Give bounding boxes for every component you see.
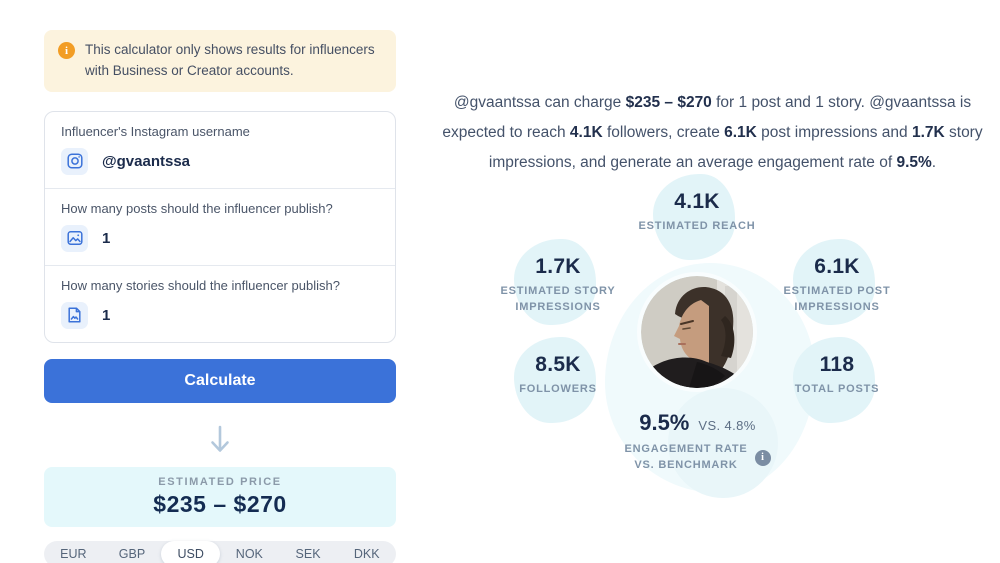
username-field-row: Influencer's Instagram username @gvaants… xyxy=(45,112,395,188)
stat-blob xyxy=(514,239,596,325)
posts-count-value: 1 xyxy=(102,229,111,247)
engagement-rate-value: 9.5% xyxy=(639,410,690,435)
posts-field-label: How many posts should the influencer pub… xyxy=(61,200,333,216)
stat-value: 8.5K xyxy=(535,353,581,376)
engagement-label-line2: VS. BENCHMARK xyxy=(634,458,738,471)
stat-label: TOTAL POSTS xyxy=(794,383,880,395)
estimated-price-box: ESTIMATED PRICE $235 – $270 xyxy=(44,466,396,527)
stories-count-value: 1 xyxy=(102,306,111,324)
business-account-notice: i This calculator only shows results for… xyxy=(44,30,396,92)
engagement-label: ENGAGEMENT RATE VS. BENCHMARK xyxy=(624,442,747,474)
engagement-label-line1: ENGAGEMENT RATE xyxy=(624,443,748,455)
currency-option-nok[interactable]: NOK xyxy=(235,546,263,561)
engagement-label-row: ENGAGEMENT RATE VS. BENCHMARK i xyxy=(624,442,771,474)
stat-estimated-story-impressions: 1.7K ESTIMATED STORY IMPRESSIONS xyxy=(478,239,638,325)
engagement-info-icon[interactable]: i xyxy=(754,449,771,466)
stat-value: 6.1K xyxy=(814,255,860,278)
calculate-button[interactable]: Calculate xyxy=(44,358,396,403)
stat-blob xyxy=(793,337,875,423)
username-value: @gvaantssa xyxy=(102,152,191,170)
stat-followers: 8.5K FOLLOWERS xyxy=(478,337,638,423)
results-panel: @gvaantssa can charge $235 – $270 for 1 … xyxy=(430,88,995,528)
stat-label: ESTIMATED POST IMPRESSIONS xyxy=(783,285,891,313)
stories-field-row: How many stories should the influencer p… xyxy=(45,264,395,342)
instagram-icon xyxy=(61,147,88,175)
estimated-price-label: ESTIMATED PRICE xyxy=(158,475,282,488)
stat-value: 1.7K xyxy=(535,255,581,278)
stories-field-label: How many stories should the influencer p… xyxy=(61,277,340,293)
stat-blob xyxy=(667,388,778,498)
currency-selector: EUR GBP USD NOK SEK DKK xyxy=(44,540,396,563)
stat-engagement-rate: 9.5% VS. 4.8% ENGAGEMENT RATE VS. BENCHM… xyxy=(590,388,805,498)
calculator-form: Influencer's Instagram username @gvaants… xyxy=(44,110,396,343)
stat-blob xyxy=(514,337,596,423)
currency-option-gbp[interactable]: GBP xyxy=(118,546,146,561)
posts-field-row: How many posts should the influencer pub… xyxy=(45,187,395,265)
influencer-profile-photo xyxy=(641,276,753,388)
stories-count-input[interactable]: 1 xyxy=(61,301,379,329)
results-summary: @gvaantssa can charge $235 – $270 for 1 … xyxy=(442,94,983,172)
results-arrow xyxy=(44,421,396,459)
currency-option-sek[interactable]: SEK xyxy=(295,546,321,561)
estimated-price-value: $235 – $270 xyxy=(153,490,287,517)
stat-blob xyxy=(793,239,875,325)
currency-option-usd[interactable]: USD xyxy=(161,540,221,563)
engagement-value-row: 9.5% VS. 4.8% xyxy=(590,410,805,436)
stat-value: 118 xyxy=(819,353,855,376)
currency-option-eur[interactable]: EUR xyxy=(60,546,87,561)
stories-document-icon xyxy=(61,301,88,329)
stat-total-posts: 118 TOTAL POSTS xyxy=(757,337,917,423)
posts-image-icon xyxy=(61,224,88,252)
stat-label: FOLLOWERS xyxy=(519,383,597,395)
stat-estimated-reach: 4.1K ESTIMATED REACH xyxy=(617,174,777,260)
username-field-label: Influencer's Instagram username xyxy=(61,123,250,139)
notice-text: This calculator only shows results for i… xyxy=(85,42,375,78)
stat-label: ESTIMATED STORY IMPRESSIONS xyxy=(500,285,616,313)
posts-count-input[interactable]: 1 xyxy=(61,224,379,252)
engagement-benchmark-value: VS. 4.8% xyxy=(698,418,756,433)
username-input[interactable]: @gvaantssa xyxy=(61,147,379,175)
currency-option-dkk[interactable]: DKK xyxy=(353,546,380,561)
calculator-panel: i This calculator only shows results for… xyxy=(44,30,396,563)
stat-value: 4.1K xyxy=(674,190,720,213)
stat-label: ESTIMATED REACH xyxy=(638,220,756,232)
stat-estimated-post-impressions: 6.1K ESTIMATED POST IMPRESSIONS xyxy=(757,239,917,325)
notice-info-icon: i xyxy=(58,42,75,59)
stat-blob xyxy=(653,174,735,260)
down-arrow-icon xyxy=(211,425,229,452)
